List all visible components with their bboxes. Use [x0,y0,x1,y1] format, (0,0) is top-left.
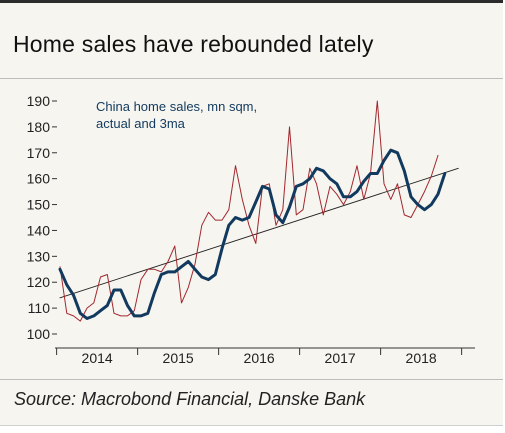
series-line-trend [59,167,459,299]
y-tick-label: 170 [27,145,51,161]
series-line-3ma [58,148,447,320]
series-group [58,100,459,322]
annotation-line-2: actual and 3ma [96,116,186,131]
y-tick-label: 110 [28,300,51,316]
y-tick-label: 120 [27,274,51,290]
y-tick-label: 180 [27,119,51,135]
y-tick-label: 160 [27,171,51,187]
x-axis: 2014 2015 2016 2017 2018 [55,347,475,366]
source-note: Source: Macrobond Financial, Danske Bank [14,389,366,409]
y-tick-label: 150 [27,197,51,213]
x-tick-label: 2017 [325,350,356,366]
series-line-actual [59,100,439,322]
y-axis: 100 110 120 130 140 150 160 170 180 190 [27,93,57,342]
y-tick-label: 100 [27,326,51,342]
x-tick-label: 2016 [244,350,275,366]
title-divider [0,78,503,79]
annotation-line-1: China home sales, mn sqm, [96,99,257,114]
chart-panel: Home sales have rebounded lately 100 110 1… [0,0,503,426]
chart-title: Home sales have rebounded lately [13,31,374,57]
source-divider [0,379,503,380]
y-tick-label: 130 [27,248,51,264]
x-tick-label: 2018 [406,350,437,366]
x-tick-label: 2014 [82,350,113,366]
x-tick-label: 2015 [163,350,194,366]
y-tick-label: 140 [27,222,51,238]
y-tick-label: 190 [27,93,51,109]
